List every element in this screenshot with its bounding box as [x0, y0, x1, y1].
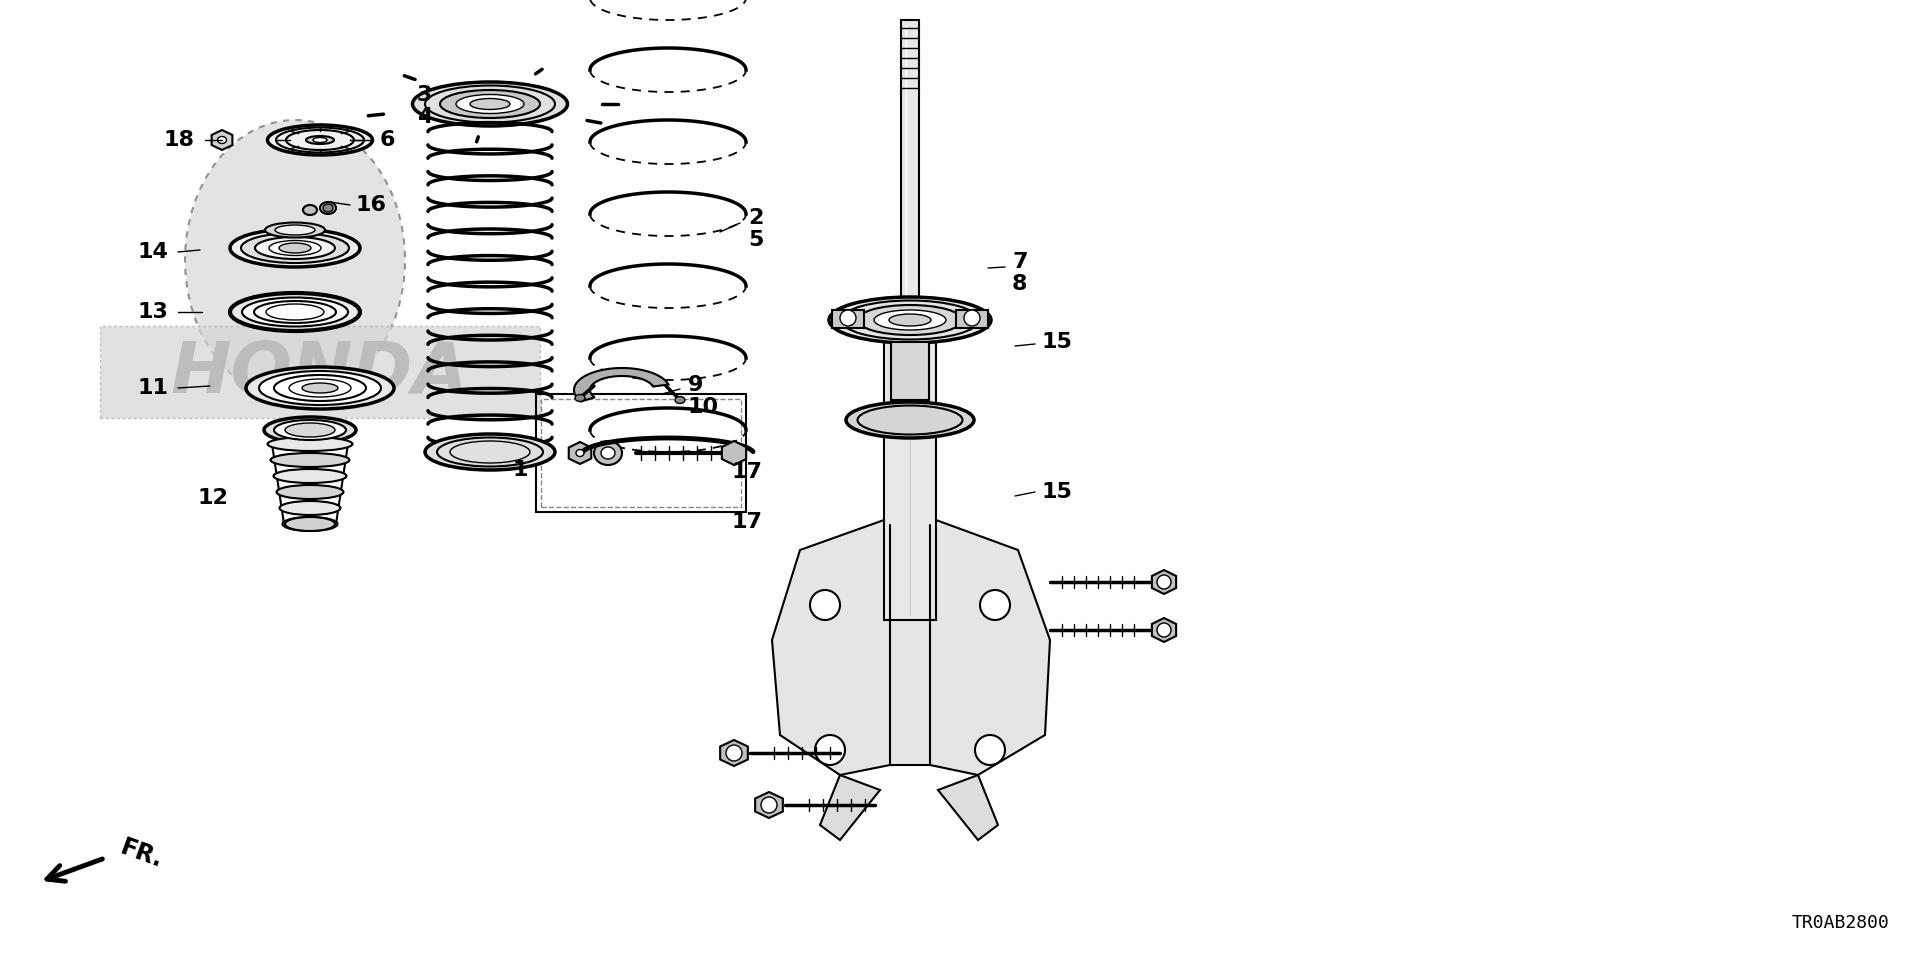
- Text: 12: 12: [198, 488, 228, 508]
- Ellipse shape: [282, 517, 338, 531]
- Ellipse shape: [313, 137, 326, 142]
- Ellipse shape: [284, 423, 334, 437]
- Ellipse shape: [676, 396, 685, 403]
- Circle shape: [964, 310, 979, 326]
- Text: 4: 4: [417, 107, 432, 127]
- Text: 11: 11: [136, 378, 169, 398]
- Ellipse shape: [323, 204, 332, 212]
- Text: 8: 8: [1012, 274, 1027, 294]
- Bar: [541, 399, 741, 507]
- Circle shape: [841, 310, 856, 326]
- Polygon shape: [772, 520, 1050, 775]
- Ellipse shape: [242, 233, 349, 263]
- Ellipse shape: [470, 99, 511, 109]
- Polygon shape: [211, 130, 232, 150]
- Ellipse shape: [265, 223, 324, 237]
- Ellipse shape: [259, 371, 380, 405]
- Text: 15: 15: [1043, 482, 1073, 502]
- Text: 3: 3: [417, 85, 432, 105]
- Circle shape: [979, 590, 1010, 620]
- Circle shape: [814, 735, 845, 765]
- Circle shape: [760, 797, 778, 813]
- Polygon shape: [1152, 618, 1177, 642]
- Ellipse shape: [230, 293, 361, 331]
- Ellipse shape: [321, 202, 336, 214]
- Ellipse shape: [601, 447, 614, 459]
- Ellipse shape: [593, 441, 622, 465]
- Circle shape: [1158, 623, 1171, 637]
- Ellipse shape: [440, 90, 540, 118]
- Text: TR0AB2800: TR0AB2800: [1791, 914, 1889, 932]
- Text: 17: 17: [732, 462, 762, 482]
- Text: 10: 10: [687, 397, 720, 417]
- Ellipse shape: [275, 420, 346, 440]
- Text: HONDA: HONDA: [171, 339, 468, 407]
- Ellipse shape: [246, 367, 394, 409]
- Ellipse shape: [424, 434, 555, 470]
- Polygon shape: [574, 368, 668, 401]
- Ellipse shape: [184, 120, 405, 400]
- Ellipse shape: [574, 395, 586, 401]
- Circle shape: [726, 745, 741, 761]
- Ellipse shape: [278, 243, 311, 253]
- Ellipse shape: [269, 241, 321, 255]
- Bar: [536, 394, 747, 512]
- Bar: [883, 342, 937, 620]
- Text: 13: 13: [136, 302, 169, 322]
- Polygon shape: [1152, 570, 1177, 594]
- Polygon shape: [568, 442, 591, 464]
- Polygon shape: [720, 740, 749, 766]
- Text: 6: 6: [380, 130, 396, 150]
- Ellipse shape: [280, 501, 340, 515]
- Text: 1: 1: [513, 460, 528, 480]
- Ellipse shape: [230, 229, 361, 267]
- Text: FR.: FR.: [117, 835, 167, 873]
- Ellipse shape: [242, 298, 348, 326]
- Polygon shape: [722, 441, 747, 465]
- Ellipse shape: [267, 437, 353, 451]
- Ellipse shape: [267, 125, 372, 155]
- Bar: [100, 326, 540, 418]
- Bar: [891, 342, 929, 400]
- Ellipse shape: [305, 136, 334, 144]
- Text: 9: 9: [687, 375, 703, 395]
- Ellipse shape: [271, 453, 349, 467]
- Text: 7: 7: [1012, 252, 1027, 272]
- Ellipse shape: [889, 314, 931, 326]
- Polygon shape: [939, 775, 998, 840]
- Text: 15: 15: [1043, 332, 1073, 352]
- Ellipse shape: [275, 225, 315, 235]
- Ellipse shape: [301, 383, 338, 393]
- Polygon shape: [820, 775, 879, 840]
- Ellipse shape: [265, 417, 355, 443]
- Ellipse shape: [273, 469, 346, 483]
- Ellipse shape: [303, 205, 317, 215]
- Text: 17: 17: [732, 512, 762, 532]
- Polygon shape: [900, 20, 920, 340]
- Circle shape: [1158, 575, 1171, 589]
- Text: 5: 5: [749, 230, 764, 250]
- Text: 14: 14: [136, 242, 169, 262]
- Ellipse shape: [217, 136, 227, 143]
- Bar: [956, 310, 989, 328]
- Ellipse shape: [413, 82, 568, 126]
- Text: 2: 2: [749, 208, 764, 228]
- Ellipse shape: [829, 297, 991, 343]
- Text: 16: 16: [355, 195, 386, 215]
- Circle shape: [810, 590, 841, 620]
- Circle shape: [975, 735, 1004, 765]
- Ellipse shape: [576, 449, 584, 457]
- Ellipse shape: [284, 517, 334, 531]
- Ellipse shape: [874, 310, 947, 330]
- Ellipse shape: [255, 237, 334, 259]
- Ellipse shape: [457, 94, 524, 113]
- Polygon shape: [755, 792, 783, 818]
- Ellipse shape: [276, 485, 344, 499]
- Text: 18: 18: [163, 130, 196, 150]
- Ellipse shape: [847, 402, 973, 438]
- Bar: [831, 310, 864, 328]
- Ellipse shape: [858, 305, 962, 335]
